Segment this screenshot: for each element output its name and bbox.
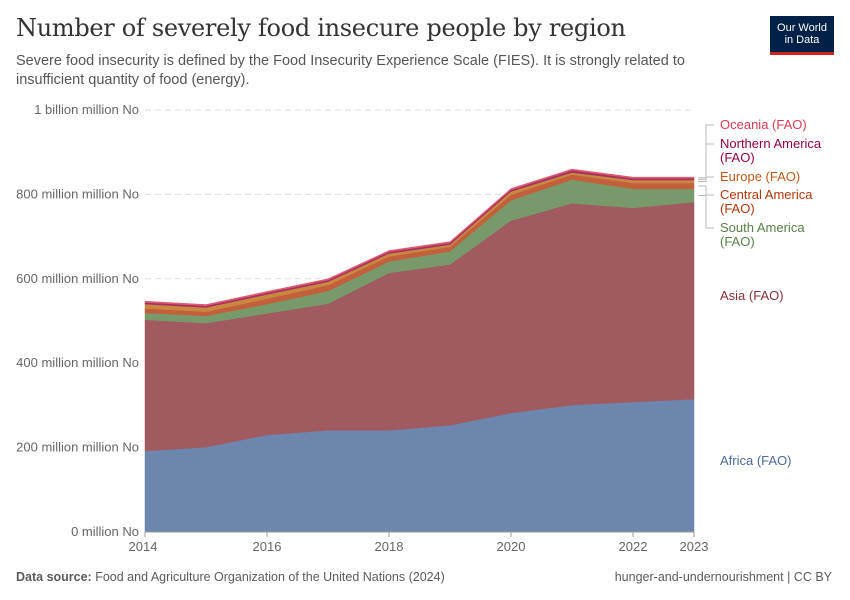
footer-license[interactable]: hunger-and-undernourishment | CC BY [614, 570, 832, 584]
source-text[interactable]: Food and Agriculture Organization of the… [95, 570, 445, 584]
x-tick-label: 2022 [619, 539, 648, 554]
y-tick-label: 600 million million No [16, 271, 139, 286]
x-tick-label: 2020 [497, 539, 526, 554]
legend-connector [698, 194, 714, 229]
legend-label: (FAO) [720, 234, 755, 249]
logo-text-1: Our World [777, 22, 827, 34]
legend-connector [698, 185, 714, 196]
x-tick-label: 2014 [129, 539, 158, 554]
y-tick-label: 800 million million No [16, 186, 139, 201]
y-tick-label: 400 million million No [16, 355, 139, 370]
data-source: Data source: Food and Agriculture Organi… [16, 570, 445, 584]
legend-label: Northern America [720, 136, 822, 151]
y-tick-label: 0 million No [71, 524, 139, 539]
x-tick-label: 2018 [375, 539, 404, 554]
logo-text-2: in Data [784, 34, 820, 46]
x-tick-label: 2016 [253, 539, 282, 554]
legend-label: Oceania (FAO) [720, 117, 807, 132]
legend-label: Africa (FAO) [720, 453, 792, 468]
area-oceania-fao-[interactable] [144, 168, 695, 307]
source-label: Data source: [16, 570, 92, 584]
legend-label: (FAO) [720, 150, 755, 165]
x-tick-label: 2023 [680, 539, 709, 554]
owid-logo[interactable]: Our World in Data [770, 16, 834, 55]
legend-label: South America [720, 220, 805, 235]
chart-subtitle: Severe food insecurity is defined by the… [16, 53, 685, 88]
y-tick-label: 1 billion million No [34, 102, 139, 117]
legend-label: Europe (FAO) [720, 169, 800, 184]
legend-label: Asia (FAO) [720, 288, 784, 303]
legend-label: Central America [720, 187, 813, 202]
y-tick-label: 200 million million No [16, 440, 139, 455]
chart-title: Number of severely food insecure people … [16, 14, 626, 42]
legend-connector [698, 124, 714, 179]
legend-label: (FAO) [720, 201, 755, 216]
